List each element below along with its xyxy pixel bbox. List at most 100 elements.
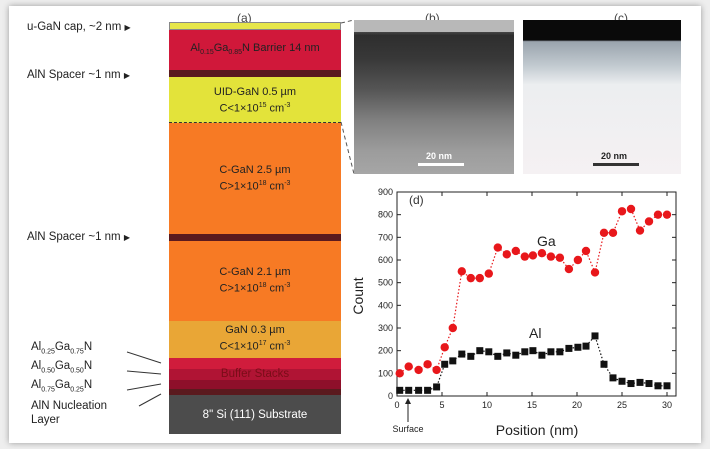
layer-aln-spacer-mid: [169, 234, 341, 241]
al-data-point: [556, 348, 564, 356]
al-data-point: [547, 348, 555, 356]
al-data-point: [405, 386, 413, 394]
ga-data-point: [599, 228, 609, 237]
plot-area: [396, 191, 677, 397]
gan-0-3-text: GaN 0.3 µm C<1×1017 cm-3: [219, 324, 291, 353]
al-data-point: [574, 343, 582, 351]
ga-data-point: [573, 255, 583, 265]
ga-data-point: [581, 246, 591, 256]
ga-data-point: [423, 360, 432, 369]
label-ugan-cap: u-GaN cap, ~2 nm ▶: [27, 21, 131, 33]
layer-ugan-cap: [169, 22, 341, 30]
figure-frame: (a) u-GaN cap, ~2 nm ▶ AlN Spacer ~1 nm …: [9, 6, 701, 443]
al-data-point: [424, 386, 432, 394]
ga-data-point: [511, 246, 520, 256]
ga-data-point: [475, 273, 484, 283]
ga-data-point: [662, 210, 672, 219]
y-tick-label: 300: [378, 323, 393, 333]
barrier-text: Al0.15Ga0.85N Barrier 14 nm: [190, 42, 320, 57]
al-data-point: [441, 360, 449, 368]
layer-si-substrate: 8" Si (111) Substrate: [169, 395, 341, 434]
x-tick-label: 20: [572, 400, 582, 410]
x-tick-label: 10: [482, 400, 492, 410]
al-data-point: [565, 344, 573, 352]
layer-gan-0-3: GaN 0.3 µm C<1×1017 cm-3: [169, 321, 341, 358]
al-data-point: [591, 332, 599, 340]
ga-data-point: [590, 268, 600, 277]
al-data-point: [485, 348, 493, 356]
layer-buffer-2: Buffer Stacks: [169, 368, 341, 380]
ga-data-point: [502, 250, 511, 259]
ga-data-point: [395, 369, 404, 378]
buffer-stacks-text: Buffer Stacks: [220, 368, 290, 380]
ga-data-point: [404, 362, 413, 371]
ga-data-point: [653, 210, 663, 219]
layer-aln-spacer-top: [169, 70, 341, 77]
label-al025: Al0.25Ga0.75N: [31, 341, 93, 356]
uid-dashed-boundary: [169, 122, 341, 123]
al-data-point: [521, 348, 529, 356]
substrate-text: 8" Si (111) Substrate: [202, 409, 308, 421]
al-data-point: [654, 382, 662, 390]
label-aln-nucleation-layer: Layer: [31, 414, 60, 426]
ga-data-point: [635, 226, 645, 235]
al-data-point: [396, 386, 404, 394]
al-data-point: [636, 378, 644, 386]
surface-arrow-head: [405, 398, 411, 404]
ga-data-point: [493, 243, 502, 252]
label-al075: Al0.75Ga0.25N: [31, 379, 93, 394]
ga-data-point: [564, 264, 574, 274]
ga-data-point: [484, 269, 493, 278]
surface-label: Surface: [392, 424, 423, 434]
al-data-point: [645, 380, 653, 388]
x-tick-label: 5: [439, 400, 444, 410]
al-data-point: [600, 360, 608, 368]
ga-data-point: [528, 251, 538, 260]
al-data-point: [538, 351, 546, 359]
ga-data-point: [555, 253, 565, 262]
cgan-2-5-text: C-GaN 2.5 µm C>1×1018 cm-3: [219, 164, 291, 193]
y-tick-label: 400: [378, 300, 393, 310]
layer-cgan-2-1: C-GaN 2.1 µm C>1×1018 cm-3: [169, 241, 341, 321]
uid-gan-text: UID-GaN 0.5 µm C<1×1015 cm-3: [213, 86, 297, 115]
al-data-point: [433, 383, 441, 391]
y-tick-label: 800: [378, 210, 393, 220]
al-data-point: [415, 386, 423, 394]
y-tick-label: 100: [378, 368, 393, 378]
y-tick-label: 600: [378, 255, 393, 265]
ga-data-point: [546, 252, 556, 261]
layer-aln-nucleation: [169, 389, 341, 395]
layer-buffer-3: [169, 380, 341, 389]
al-series-label: Al: [529, 325, 541, 341]
label-aln-nucleation: AlN Nucleation: [31, 400, 108, 412]
ga-data-point: [432, 365, 441, 375]
panel-d-label: (d): [409, 193, 424, 207]
tem-image-b: 20 nm: [354, 20, 514, 174]
ga-data-point: [626, 204, 636, 214]
al-data-point: [449, 357, 457, 365]
ga-data-point: [440, 343, 449, 352]
panel-a-label: (a): [237, 11, 252, 25]
ga-data-point: [414, 365, 423, 375]
y-tick-label: 900: [378, 187, 393, 197]
ga-data-point: [537, 249, 547, 258]
layer-uid-gan: UID-GaN 0.5 µm C<1×1015 cm-3: [169, 77, 341, 123]
scale-bar-b: [418, 163, 464, 166]
al-data-point: [609, 374, 617, 382]
y-axis-label: Count: [350, 277, 366, 314]
leader-lines: [126, 19, 355, 407]
scale-bar-c: [593, 163, 639, 166]
ga-data-point: [644, 217, 654, 226]
label-aln-spacer-mid: AlN Spacer ~1 nm ▶: [27, 231, 130, 243]
x-tick-label: 25: [617, 400, 627, 410]
al-data-point: [494, 352, 502, 360]
cgan-2-1-text: C-GaN 2.1 µm C>1×1018 cm-3: [219, 266, 291, 295]
tem-image-c: 20 nm: [523, 20, 681, 174]
label-aln-spacer-top: AlN Spacer ~1 nm ▶: [27, 69, 130, 81]
al-data-point: [627, 380, 635, 388]
ga-data-point: [457, 267, 466, 276]
al-data-point: [512, 351, 520, 359]
scale-text-b: 20 nm: [426, 151, 453, 161]
al-data-point: [503, 349, 511, 357]
al-data-point: [618, 377, 626, 385]
